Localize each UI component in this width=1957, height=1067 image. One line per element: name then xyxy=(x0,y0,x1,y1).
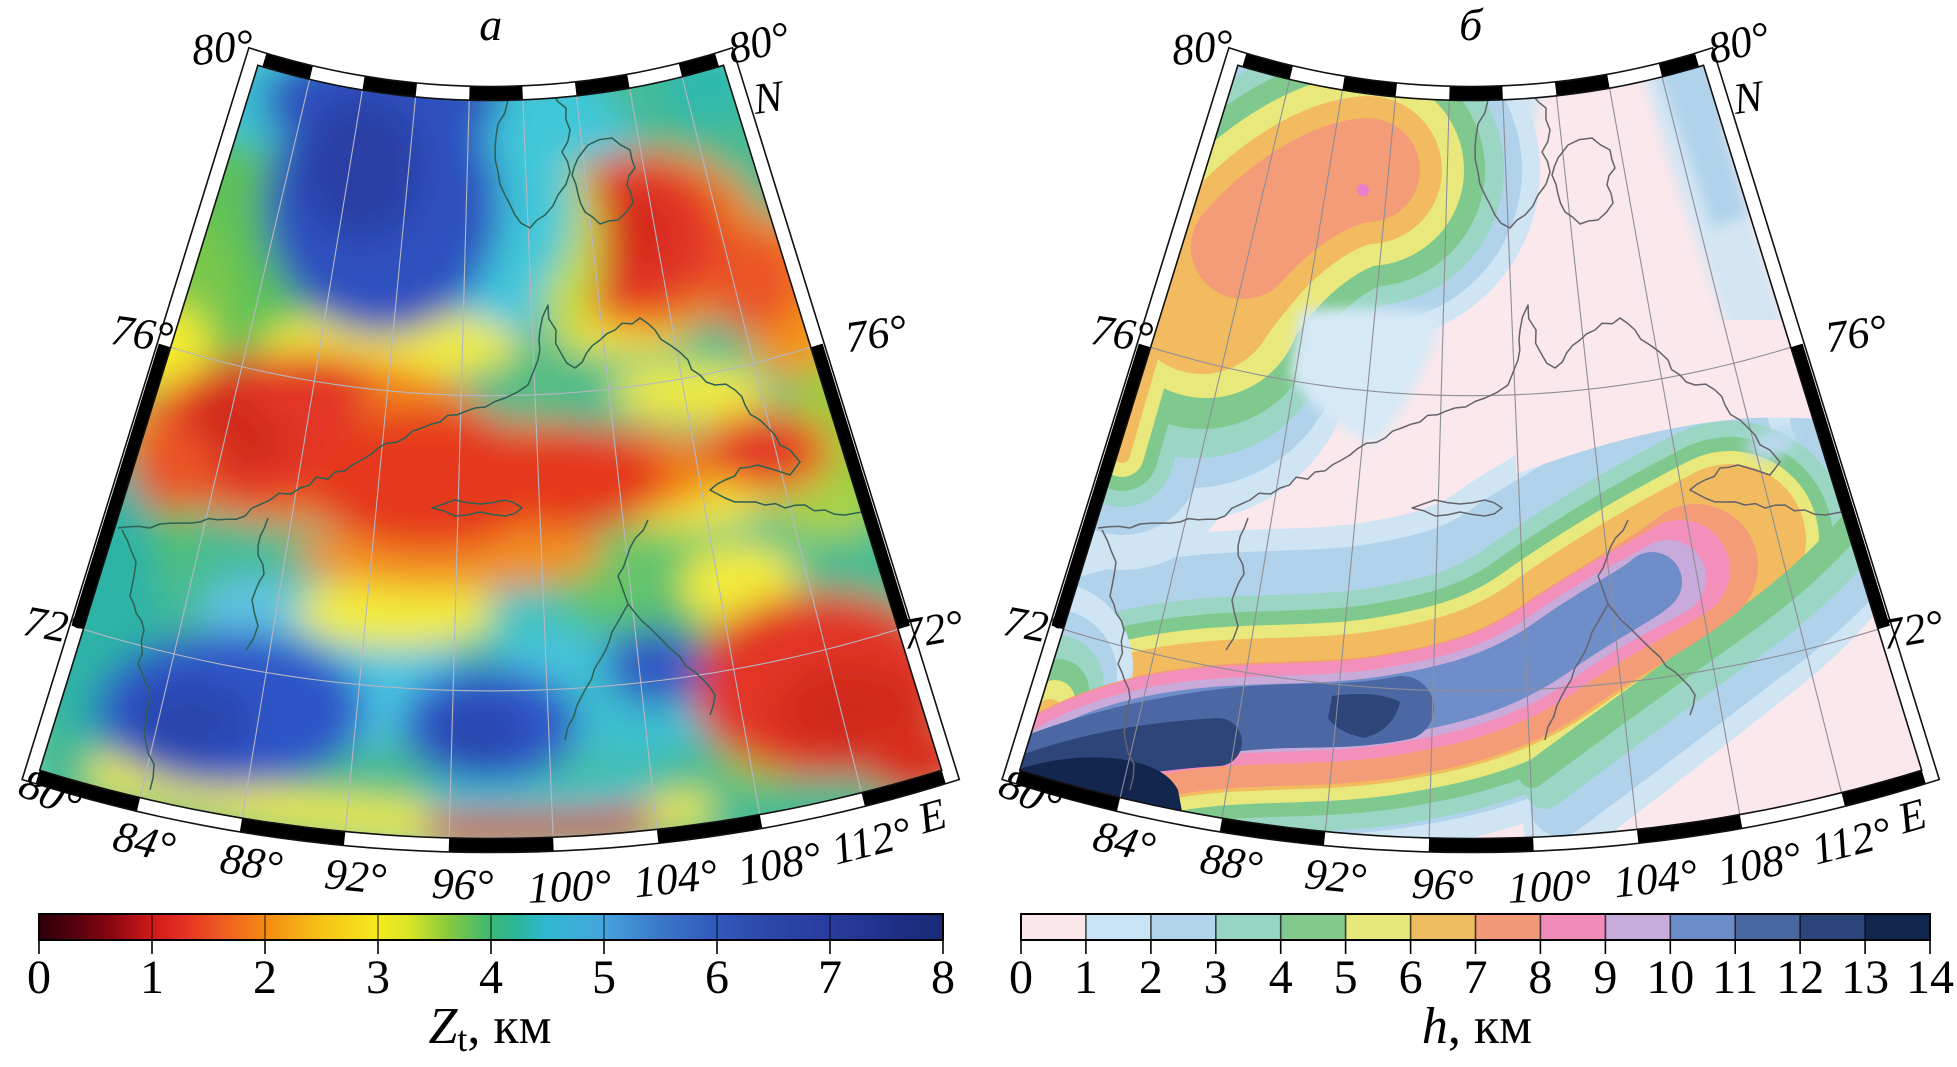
svg-text:7: 7 xyxy=(818,951,842,1004)
svg-text:h, км: h, км xyxy=(1422,998,1532,1055)
svg-text:88°: 88° xyxy=(217,833,286,891)
svg-text:76°: 76° xyxy=(1822,305,1890,362)
svg-text:11: 11 xyxy=(1712,951,1758,1004)
svg-text:Zt, км: Zt, км xyxy=(428,998,551,1059)
svg-text:5: 5 xyxy=(592,951,616,1004)
svg-text:3: 3 xyxy=(1204,951,1228,1004)
svg-text:104°: 104° xyxy=(1611,850,1699,907)
svg-text:72°: 72° xyxy=(1878,600,1947,659)
svg-text:7: 7 xyxy=(1464,951,1488,1004)
svg-text:8: 8 xyxy=(1528,951,1552,1004)
svg-text:10: 10 xyxy=(1646,951,1694,1004)
svg-text:2: 2 xyxy=(253,951,277,1004)
svg-text:6: 6 xyxy=(1399,951,1423,1004)
svg-text:76°: 76° xyxy=(842,305,910,362)
svg-text:5: 5 xyxy=(1334,951,1358,1004)
svg-text:72°: 72° xyxy=(20,596,89,655)
svg-text:92°: 92° xyxy=(322,849,388,904)
svg-text:72°: 72° xyxy=(898,600,967,659)
svg-text:76°: 76° xyxy=(108,305,176,362)
svg-text:100°: 100° xyxy=(1507,860,1593,913)
svg-text:88°: 88° xyxy=(1197,833,1266,891)
svg-text:1: 1 xyxy=(140,951,164,1004)
svg-text:1: 1 xyxy=(1074,951,1098,1004)
svg-text:4: 4 xyxy=(479,951,503,1004)
svg-text:72°: 72° xyxy=(1000,596,1069,655)
svg-text:96°: 96° xyxy=(431,859,494,910)
svg-text:104°: 104° xyxy=(631,850,719,907)
svg-text:a: a xyxy=(479,0,502,50)
svg-text:3: 3 xyxy=(366,951,390,1004)
svg-text:76°: 76° xyxy=(1088,305,1156,362)
svg-text:14: 14 xyxy=(1906,951,1954,1004)
svg-text:12: 12 xyxy=(1776,951,1824,1004)
svg-text:9: 9 xyxy=(1593,951,1617,1004)
svg-text:96°: 96° xyxy=(1411,859,1474,910)
svg-text:100°: 100° xyxy=(527,860,613,913)
svg-text:6: 6 xyxy=(705,951,729,1004)
svg-text:80°: 80° xyxy=(189,20,255,75)
svg-text:4: 4 xyxy=(1269,951,1293,1004)
svg-text:8: 8 xyxy=(931,951,955,1004)
svg-text:б: б xyxy=(1459,0,1484,50)
svg-text:0: 0 xyxy=(27,951,51,1004)
svg-text:0: 0 xyxy=(1009,951,1033,1004)
svg-text:13: 13 xyxy=(1841,951,1889,1004)
svg-text:92°: 92° xyxy=(1302,849,1368,904)
svg-text:2: 2 xyxy=(1139,951,1163,1004)
svg-text:80°: 80° xyxy=(1169,20,1235,75)
